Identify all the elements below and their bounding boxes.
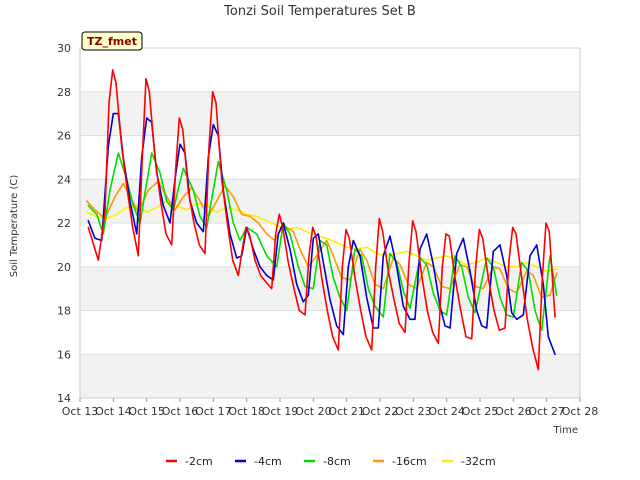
- plot-frame: [79, 47, 581, 399]
- plot-band: [80, 91, 580, 136]
- x-tick-label: Oct 23: [395, 405, 432, 418]
- legend-label: -2cm: [185, 455, 213, 468]
- y-tick-label: 26: [57, 130, 71, 143]
- legend-label: -8cm: [323, 455, 351, 468]
- x-tick-label: Oct 18: [228, 405, 265, 418]
- y-tick-label: 30: [57, 42, 71, 55]
- x-tick-label: Oct 25: [462, 405, 499, 418]
- x-axis-title: Time: [553, 425, 578, 436]
- plot-bands: [80, 91, 580, 398]
- y-tick-label: 22: [57, 217, 71, 230]
- series-line-2cmcm: [87, 69, 556, 371]
- plot-band: [80, 179, 580, 223]
- y-axis: 14 16 18 20 22 24 26 28 30: [57, 42, 71, 405]
- x-tick-label: Oct 17: [195, 405, 232, 418]
- legend-label: -16cm: [392, 455, 427, 468]
- y-tick-label: 14: [57, 392, 71, 405]
- x-tick-label: Oct 22: [362, 405, 399, 418]
- legend-label: -4cm: [254, 455, 282, 468]
- x-tick-label: Oct 20: [295, 405, 332, 418]
- legend: -2cm -4cm -8cm -16cm -32cm: [166, 455, 496, 468]
- tz-badge: TZ_fmet: [81, 31, 143, 51]
- y-tick-label: 20: [57, 261, 71, 274]
- x-tick-label: Oct 16: [162, 405, 199, 418]
- plot-band: [80, 266, 580, 311]
- plot-band: [80, 354, 580, 398]
- series-lines: [85, 69, 558, 371]
- x-tick-label: Oct 13: [62, 405, 99, 418]
- chart-title: Tonzi Soil Temperatures Set B: [223, 4, 416, 19]
- x-tick-label: Oct 24: [428, 405, 465, 418]
- y-tick-label: 24: [57, 173, 71, 186]
- x-tick-label: Oct 26: [495, 405, 532, 418]
- x-tick-label: Oct 28: [562, 405, 599, 418]
- series-line-8cmcm: [87, 152, 558, 332]
- y-tick-label: 18: [57, 305, 71, 318]
- x-tick-label: Oct 19: [262, 405, 299, 418]
- series-line-32cmcm: [85, 200, 558, 272]
- tz-badge-label: TZ_fmet: [87, 35, 137, 48]
- x-tick-label: Oct 15: [128, 405, 165, 418]
- x-tick-label: Oct 27: [528, 405, 565, 418]
- tz-badge-box: [81, 31, 143, 51]
- x-tick-label: Oct 21: [328, 405, 365, 418]
- y-tick-label: 28: [57, 86, 71, 99]
- x-tick-label: Oct 14: [95, 405, 132, 418]
- legend-label: -32cm: [461, 455, 496, 468]
- y-tick-label: 16: [57, 348, 71, 361]
- y-axis-title: Soil Temperature (C): [9, 175, 20, 278]
